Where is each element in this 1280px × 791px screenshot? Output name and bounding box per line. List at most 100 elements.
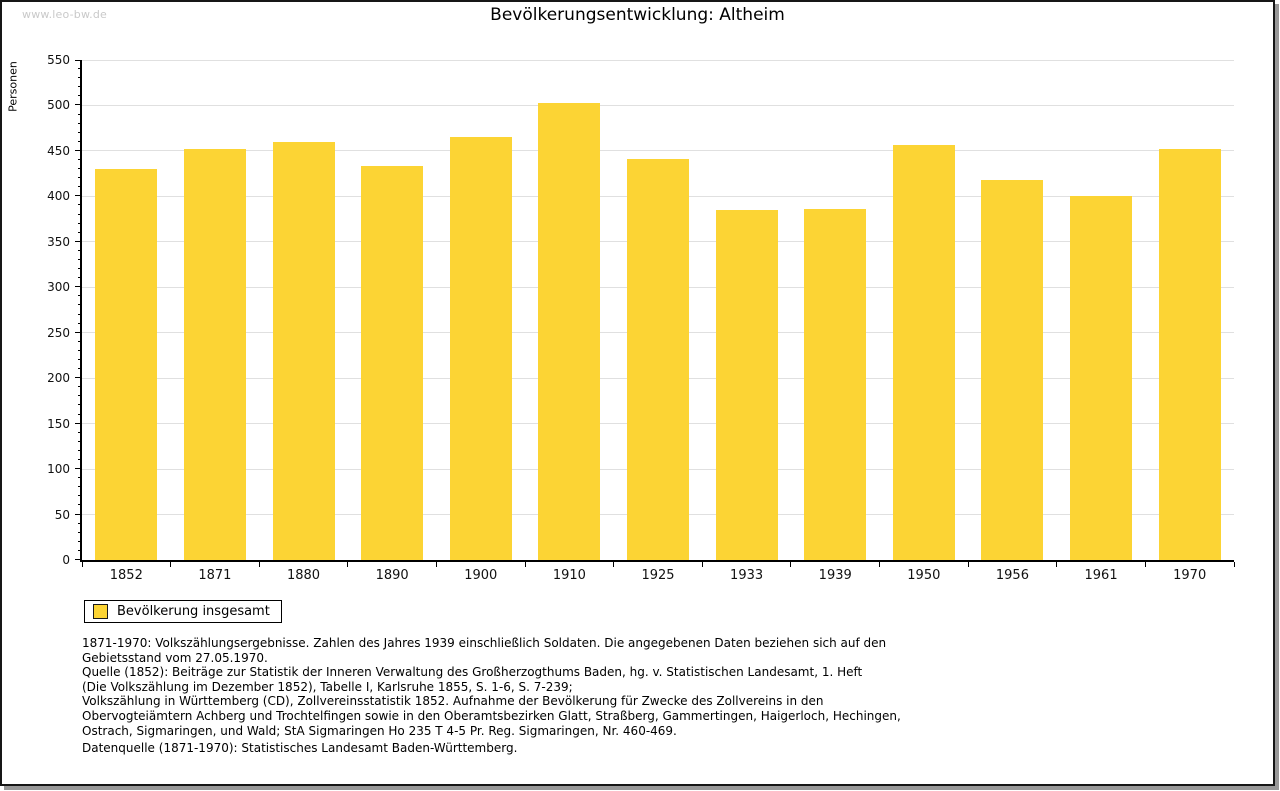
y-minor-tick — [78, 349, 82, 351]
y-tick-label: 550 — [47, 53, 70, 67]
footnote-line: Gebietsstand vom 27.05.1970. — [82, 650, 268, 665]
legend-label: Bevölkerung insgesamt — [117, 604, 270, 619]
y-tick-label: 0 — [62, 553, 70, 567]
y-minor-tick — [78, 486, 82, 488]
y-minor-tick — [78, 131, 82, 133]
x-tick — [790, 562, 792, 567]
bar-1925 — [626, 159, 689, 560]
y-tick-label: 250 — [47, 325, 70, 340]
y-minor-tick — [78, 404, 82, 406]
y-minor-tick — [78, 77, 82, 79]
y-minor-tick — [78, 386, 82, 388]
footnote-line: Obervogteiämtern Achberg und Trochtelfin… — [82, 708, 901, 723]
x-tick — [1233, 562, 1235, 567]
y-minor-tick — [78, 368, 82, 370]
y-tick-label: 300 — [47, 280, 70, 295]
bar-1956 — [981, 180, 1044, 560]
y-minor-tick — [78, 459, 82, 460]
y-minor-tick — [78, 68, 82, 70]
y-major-tick — [75, 377, 82, 379]
x-axis: 1852 1871 1880 1890 1900 1910 1925 1933 1939 1950… — [81, 560, 1235, 586]
chart-title: Bevölkerungsentwicklung: Altheim — [490, 5, 785, 25]
y-minor-tick — [78, 168, 82, 170]
y-minor-tick — [78, 259, 82, 260]
y-minor-tick — [78, 113, 82, 115]
footnote-line: 1871-1970: Volkszählungsergebnisse. Zahl… — [82, 636, 887, 650]
y-major-tick — [75, 286, 82, 288]
y-minor-tick — [78, 340, 82, 342]
footnote-line: Volkszählung in Württemberg (CD), Zollve… — [82, 694, 824, 709]
y-major-tick — [75, 104, 82, 106]
y-major-tick — [75, 60, 82, 61]
y-minor-tick — [78, 322, 82, 324]
y-major-tick — [75, 559, 82, 560]
y-tick-label: 500 — [47, 98, 70, 113]
x-tick — [613, 562, 615, 567]
watermark: www.leo-bw.de — [22, 8, 108, 21]
y-minor-tick — [78, 359, 82, 360]
y-major-tick — [75, 468, 82, 470]
y-minor-tick — [78, 140, 82, 142]
y-minor-tick — [78, 204, 82, 206]
x-tick-label: 1890 — [375, 568, 409, 583]
y-major-tick — [75, 195, 82, 197]
x-tick-label: 1970 — [1173, 568, 1207, 583]
bar-1900 — [449, 137, 512, 560]
y-major-tick — [75, 513, 82, 515]
x-tick-label: 1933 — [730, 568, 764, 583]
bar-1871 — [183, 149, 246, 560]
footnote-line: Ostrach, Sigmaringen, und Wald; StA Sigm… — [82, 723, 677, 738]
x-tick — [347, 562, 349, 567]
plot-area: 0 50 100 150 200 250 300 350 400 450 500 550 1852 18… — [47, 53, 1235, 583]
y-axis-ticks — [73, 60, 82, 560]
x-tick — [435, 562, 437, 567]
bar-1933 — [715, 210, 778, 560]
y-minor-tick — [78, 159, 82, 160]
footnote-line: Quelle (1852): Beiträge zur Statistik de… — [82, 665, 863, 680]
y-minor-tick — [78, 277, 82, 279]
y-minor-tick — [78, 304, 82, 306]
y-minor-tick — [78, 122, 82, 124]
y-tick-label: 200 — [47, 371, 70, 386]
y-minor-tick — [78, 95, 82, 97]
legend-box: Bevölkerung insgesamt — [84, 600, 282, 623]
x-tick — [258, 562, 260, 567]
bar-1852 — [95, 169, 158, 560]
bar-1950 — [892, 145, 955, 560]
x-tick-label: 1925 — [641, 568, 675, 583]
x-tick — [701, 562, 703, 567]
gridline — [82, 104, 1234, 106]
y-minor-tick — [78, 413, 82, 415]
y-minor-tick — [78, 531, 82, 533]
y-axis-title: Personen — [6, 61, 20, 112]
x-tick — [1056, 562, 1058, 567]
y-minor-tick — [78, 540, 82, 542]
bar-1890 — [361, 166, 424, 560]
y-minor-tick — [78, 449, 82, 451]
y-minor-tick — [78, 86, 82, 88]
y-minor-tick — [78, 313, 82, 315]
gridline — [82, 150, 1234, 152]
x-tick-label: 1871 — [198, 568, 232, 583]
x-tick-label: 1939 — [818, 568, 852, 583]
y-minor-tick — [78, 504, 82, 506]
bar-1961 — [1070, 196, 1133, 560]
y-minor-tick — [78, 249, 82, 251]
y-minor-tick — [78, 549, 82, 551]
x-tick — [524, 562, 526, 567]
y-tick-label: 450 — [47, 143, 70, 158]
x-tick-label: 1956 — [995, 568, 1029, 583]
bar-1970 — [1158, 149, 1221, 560]
y-minor-tick — [78, 431, 82, 433]
bar-1880 — [272, 141, 335, 560]
x-tick-label: 1961 — [1084, 568, 1118, 583]
x-tick-label: 1880 — [286, 568, 321, 583]
x-tick — [879, 562, 881, 567]
x-tick — [170, 562, 172, 567]
legend-color-swatch-icon — [93, 604, 108, 619]
y-minor-tick — [78, 295, 82, 297]
y-minor-tick — [78, 495, 82, 497]
x-tick-label: 1950 — [907, 568, 941, 583]
y-minor-tick — [78, 395, 82, 397]
